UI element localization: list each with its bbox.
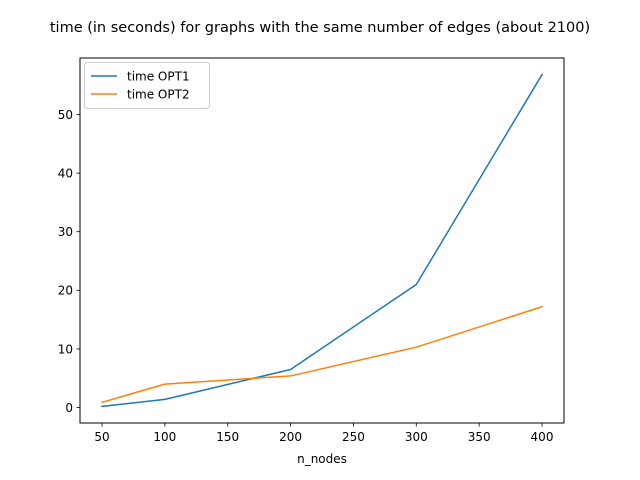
series-line-1 [101, 73, 544, 408]
x-tick-label: 350 [468, 430, 491, 444]
legend-box [84, 62, 210, 109]
y-tick-label: 50 [58, 108, 73, 122]
legend-label-1: time OPT1 [127, 69, 190, 83]
y-tick-label: 30 [58, 225, 73, 239]
y-tick-label: 10 [58, 342, 73, 356]
x-tick-label: 200 [279, 430, 302, 444]
x-tick-label: 300 [405, 430, 428, 444]
legend: time OPT1 time OPT2 [84, 62, 210, 109]
y-axis-ticks: 0 10 20 30 40 50 [58, 108, 80, 415]
series-line-2 [101, 305, 543, 404]
plot-area [80, 58, 564, 423]
chart-title: time (in seconds) for graphs with the sa… [50, 20, 590, 36]
x-tick-label: 400 [531, 430, 554, 444]
plot-frame [79, 57, 565, 424]
x-tick-label: 100 [153, 430, 176, 444]
x-tick-label: 250 [342, 430, 365, 444]
x-tick-label: 50 [94, 430, 109, 444]
y-tick-label: 0 [65, 401, 73, 415]
x-axis-label: n_nodes [297, 452, 347, 466]
legend-label-2: time OPT2 [127, 87, 190, 101]
x-axis-ticks: 50 100 150 200 250 300 350 400 [94, 423, 553, 444]
series-layer [101, 73, 544, 408]
x-tick-label: 150 [216, 430, 239, 444]
y-tick-label: 20 [58, 284, 73, 298]
y-tick-label: 40 [58, 166, 73, 180]
